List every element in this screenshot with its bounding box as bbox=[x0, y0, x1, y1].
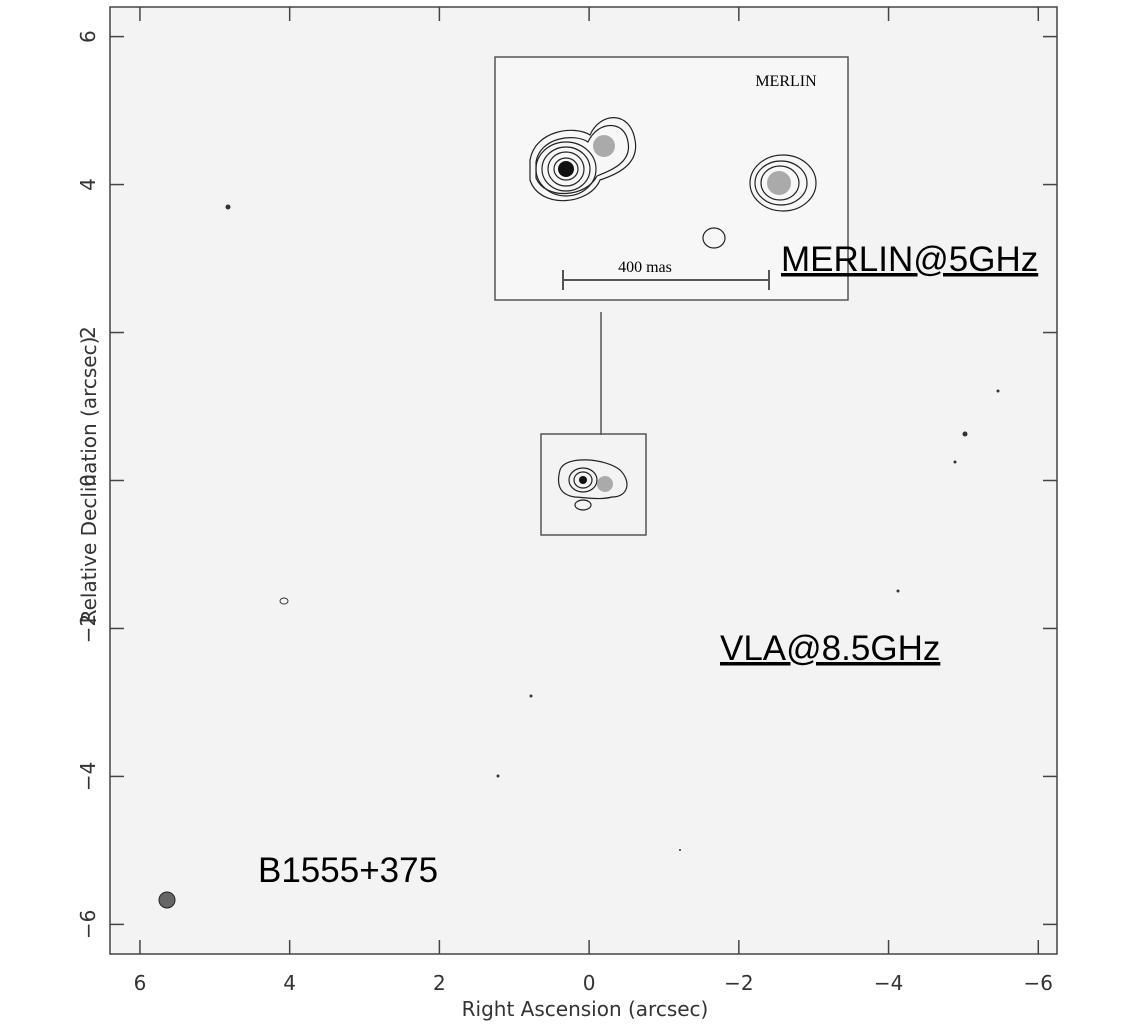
peak bbox=[593, 135, 615, 157]
beam bbox=[159, 892, 175, 908]
scale-label: 400 mas bbox=[618, 259, 672, 276]
peak bbox=[597, 476, 613, 492]
peak bbox=[767, 171, 791, 195]
x-tick-label: 0 bbox=[583, 971, 596, 995]
y-tick-label: −6 bbox=[76, 910, 100, 939]
x-axis-label: Right Ascension (arcsec) bbox=[462, 997, 709, 1021]
x-tick-label: 4 bbox=[283, 971, 296, 995]
source-label: B1555+375 bbox=[258, 851, 438, 890]
y-tick-label: 0 bbox=[76, 474, 100, 487]
peak bbox=[558, 161, 574, 177]
x-tick-label: 6 bbox=[134, 971, 147, 995]
merlin-label: MERLIN@5GHz bbox=[781, 240, 1038, 279]
x-tick-label: −2 bbox=[724, 971, 753, 995]
inset-title: MERLIN bbox=[755, 73, 817, 90]
vla-label: VLA@8.5GHz bbox=[720, 629, 940, 668]
y-tick-label: 2 bbox=[76, 326, 100, 339]
y-tick-label: 4 bbox=[76, 178, 100, 191]
peak bbox=[579, 476, 587, 484]
chart: Right Ascension (arcsec) Relative Declin… bbox=[0, 0, 1129, 1031]
y-tick-label: −2 bbox=[76, 614, 100, 643]
x-tick-label: 2 bbox=[433, 971, 446, 995]
y-tick-label: 6 bbox=[76, 30, 100, 43]
x-tick-label: −6 bbox=[1024, 971, 1053, 995]
y-tick-label: −4 bbox=[76, 762, 100, 791]
x-tick-label: −4 bbox=[874, 971, 903, 995]
